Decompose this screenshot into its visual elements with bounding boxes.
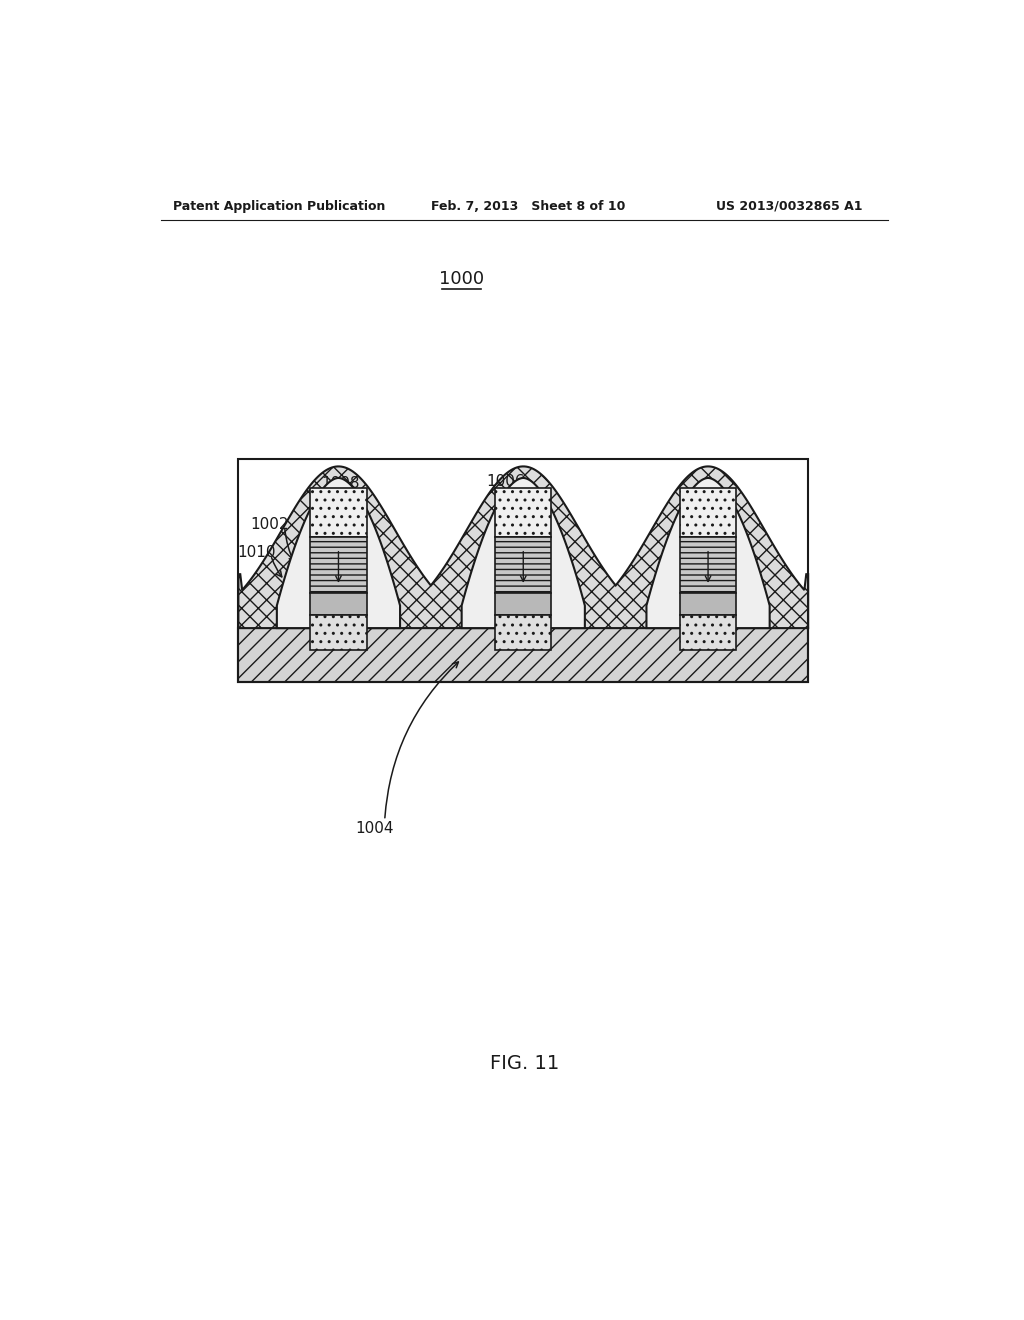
Text: 1010: 1010: [237, 545, 275, 560]
Bar: [680, 594, 736, 615]
Bar: [239, 628, 808, 682]
Text: FIG. 11: FIG. 11: [490, 1053, 559, 1073]
Bar: [680, 615, 736, 649]
Text: 1002: 1002: [250, 516, 289, 532]
Bar: [496, 537, 551, 594]
Text: Patent Application Publication: Patent Application Publication: [173, 199, 385, 213]
Bar: [496, 594, 551, 615]
Text: 1000: 1000: [439, 269, 484, 288]
Polygon shape: [646, 478, 770, 628]
Text: 1006: 1006: [486, 474, 525, 490]
Text: 1008: 1008: [322, 477, 360, 491]
Text: US 2013/0032865 A1: US 2013/0032865 A1: [716, 199, 862, 213]
Bar: [680, 537, 736, 594]
Polygon shape: [239, 466, 808, 628]
Bar: [310, 488, 367, 537]
Polygon shape: [462, 478, 585, 628]
Bar: [310, 537, 367, 594]
Bar: [310, 615, 367, 649]
Polygon shape: [276, 478, 400, 628]
Bar: [496, 488, 551, 537]
Bar: [310, 594, 367, 615]
Text: Feb. 7, 2013   Sheet 8 of 10: Feb. 7, 2013 Sheet 8 of 10: [431, 199, 626, 213]
Bar: [680, 488, 736, 537]
Bar: [239, 459, 808, 682]
Bar: [496, 615, 551, 649]
Text: 1004: 1004: [355, 821, 394, 836]
